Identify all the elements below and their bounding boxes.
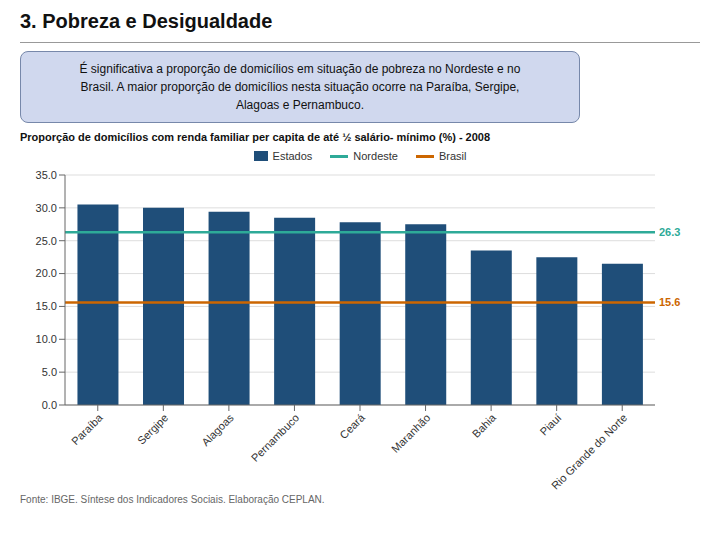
html-text:Fonte: IBGE. Síntese dos Indic: Fonte: IBGE. Síntese dos Indicadores Soc… — [20, 494, 325, 505]
svg-text:Rio Grande do Norte: Rio Grande do Norte — [549, 411, 629, 490]
html-text:Estados: Estados — [272, 150, 313, 162]
svg-text:Pernambuco: Pernambuco — [249, 411, 302, 464]
svg-text:0.0: 0.0 — [42, 399, 57, 411]
svg-text:Paraíba: Paraíba — [69, 411, 105, 447]
html-text:3. Pobreza e Desigualdade: 3. Pobreza e Desigualdade — [20, 10, 273, 32]
svg-text:35.0: 35.0 — [36, 169, 57, 181]
svg-text:25.0: 25.0 — [36, 235, 57, 247]
svg-text:Piauí: Piauí — [537, 411, 563, 437]
svg-text:30.0: 30.0 — [36, 202, 57, 214]
html-text:É significativa a proporção de: É significativa a proporção de domicílio… — [79, 62, 521, 112]
html-text:Proporção de domicílios com re: Proporção de domicílios com renda famili… — [20, 131, 491, 143]
svg-text:10.0: 10.0 — [36, 333, 57, 345]
html-text:Nordeste: Nordeste — [353, 150, 398, 162]
svg-text:20.0: 20.0 — [36, 267, 57, 279]
svg-text:15.6: 15.6 — [659, 296, 680, 308]
svg-text:Ceará: Ceará — [337, 411, 367, 441]
svg-text:5.0: 5.0 — [42, 366, 57, 378]
html-text:Brasil: Brasil — [438, 150, 467, 162]
svg-text:Sergipe: Sergipe — [135, 411, 170, 446]
svg-text:Alagoas: Alagoas — [199, 411, 236, 448]
svg-text:Bahia: Bahia — [470, 411, 499, 440]
svg-text:15.0: 15.0 — [36, 300, 57, 312]
svg-text:26.3: 26.3 — [659, 226, 680, 238]
svg-text:Maranhão: Maranhão — [389, 411, 433, 455]
